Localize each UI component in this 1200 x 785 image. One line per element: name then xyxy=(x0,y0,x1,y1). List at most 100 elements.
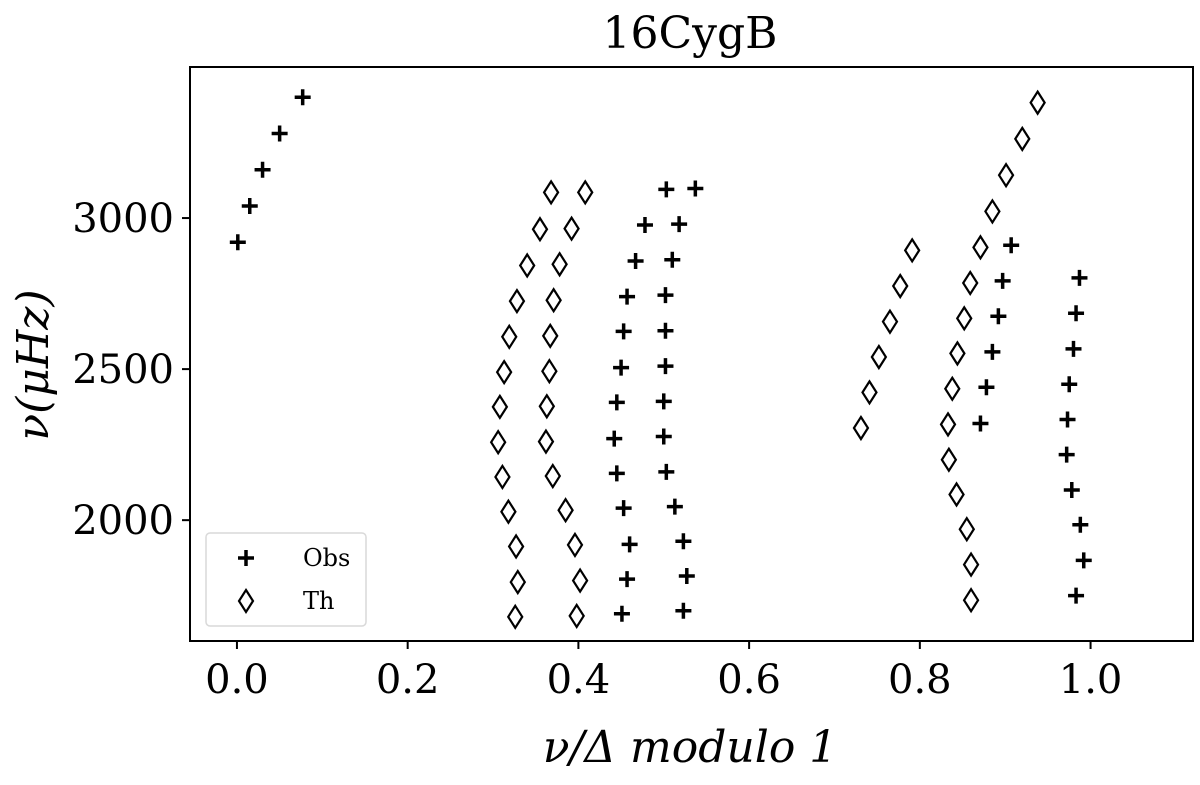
y-axis-label: ν(μHz) xyxy=(8,289,59,440)
data-point-th xyxy=(563,215,580,242)
data-point-th xyxy=(538,393,556,420)
data-point-th xyxy=(506,603,524,630)
data-point-obs xyxy=(1071,269,1088,286)
y-tick-label: 2500 xyxy=(72,347,174,393)
data-point-obs xyxy=(241,197,258,214)
data-point-th xyxy=(962,587,980,614)
data-point-obs xyxy=(972,415,989,432)
data-point-obs xyxy=(254,161,271,178)
data-point-th xyxy=(948,481,965,508)
data-point-th xyxy=(939,411,957,438)
x-tick-label: 0.0 xyxy=(205,657,269,703)
data-point-obs xyxy=(678,568,695,585)
data-point-obs xyxy=(615,500,632,517)
data-point-th xyxy=(544,463,562,490)
plot-frame xyxy=(189,66,1194,642)
series-th xyxy=(489,89,1046,630)
data-point-th xyxy=(955,305,973,332)
data-point-obs xyxy=(615,323,632,340)
y-tick-label: 2000 xyxy=(72,498,174,544)
data-point-obs xyxy=(613,359,630,376)
legend-marker-th xyxy=(237,587,255,615)
data-point-th xyxy=(958,516,976,543)
data-point-th xyxy=(852,414,870,442)
data-point-th xyxy=(518,252,536,279)
y-axis-ticks: 2000 2500 3000 xyxy=(72,196,190,544)
data-point-obs xyxy=(1065,340,1082,357)
data-point-obs xyxy=(657,287,674,304)
data-point-obs xyxy=(229,234,246,251)
data-point-th xyxy=(541,322,559,349)
legend-label-th: Th xyxy=(303,587,334,615)
data-points xyxy=(229,89,1092,630)
data-point-obs xyxy=(636,217,653,234)
data-point-obs xyxy=(658,181,675,198)
data-point-obs xyxy=(664,251,681,268)
plus-marker-icon xyxy=(238,550,254,566)
data-point-obs xyxy=(606,430,623,447)
data-point-obs xyxy=(613,605,630,622)
data-point-obs xyxy=(675,602,692,619)
series-obs xyxy=(229,89,1092,622)
data-point-obs xyxy=(619,571,636,588)
data-point-obs xyxy=(657,358,674,375)
x-tick-label: 0.4 xyxy=(547,657,611,703)
data-point-th xyxy=(870,343,888,371)
legend-marker-obs xyxy=(238,550,254,566)
x-tick-label: 0.8 xyxy=(888,657,952,703)
data-point-obs xyxy=(675,533,692,550)
data-point-th xyxy=(491,393,509,420)
data-point-obs xyxy=(621,536,638,553)
data-point-th xyxy=(972,234,989,261)
data-point-obs xyxy=(1061,376,1078,393)
data-point-obs xyxy=(666,498,683,515)
data-point-obs xyxy=(294,89,311,106)
data-point-obs xyxy=(608,394,625,411)
legend-label-obs: Obs xyxy=(303,544,350,572)
x-tick-label: 0.6 xyxy=(717,657,781,703)
data-point-obs xyxy=(655,428,672,445)
data-point-th xyxy=(962,551,980,578)
data-point-obs xyxy=(655,393,672,410)
data-point-obs xyxy=(271,125,288,142)
data-point-th xyxy=(1013,125,1031,152)
data-point-th xyxy=(531,216,549,243)
data-point-obs xyxy=(658,463,675,480)
data-point-th xyxy=(861,379,878,406)
y-tick-label: 3000 xyxy=(72,196,174,242)
data-point-obs xyxy=(984,343,1001,360)
data-point-obs xyxy=(657,322,674,339)
data-point-th xyxy=(940,446,958,473)
data-point-th xyxy=(943,375,961,402)
data-point-th xyxy=(576,179,594,206)
data-point-th xyxy=(489,429,507,456)
data-point-th xyxy=(500,323,518,350)
data-point-obs xyxy=(994,272,1011,289)
chart-title: 16CygB xyxy=(602,8,777,59)
data-point-obs xyxy=(1068,305,1085,322)
x-tick-label: 1.0 xyxy=(1059,657,1123,703)
data-point-obs xyxy=(608,465,625,482)
data-point-obs xyxy=(1063,481,1080,498)
data-point-th xyxy=(949,340,966,367)
data-point-obs xyxy=(1075,552,1092,569)
data-point-th xyxy=(537,428,555,455)
data-point-th xyxy=(568,602,585,629)
data-point-obs xyxy=(1003,237,1020,254)
data-point-th xyxy=(1029,89,1046,116)
x-tick-label: 0.2 xyxy=(376,657,440,703)
data-point-th xyxy=(903,237,921,264)
data-point-th xyxy=(541,358,558,385)
data-point-th xyxy=(551,251,568,278)
data-point-th xyxy=(500,498,517,525)
data-point-th xyxy=(557,497,574,524)
data-point-th xyxy=(984,198,1001,225)
data-point-obs xyxy=(1058,446,1075,463)
data-point-obs xyxy=(1072,516,1089,533)
data-point-th xyxy=(997,162,1015,189)
x-axis-label: ν/Δ modulo 1 xyxy=(543,722,838,773)
data-point-th xyxy=(495,359,513,386)
data-point-th xyxy=(507,533,525,560)
